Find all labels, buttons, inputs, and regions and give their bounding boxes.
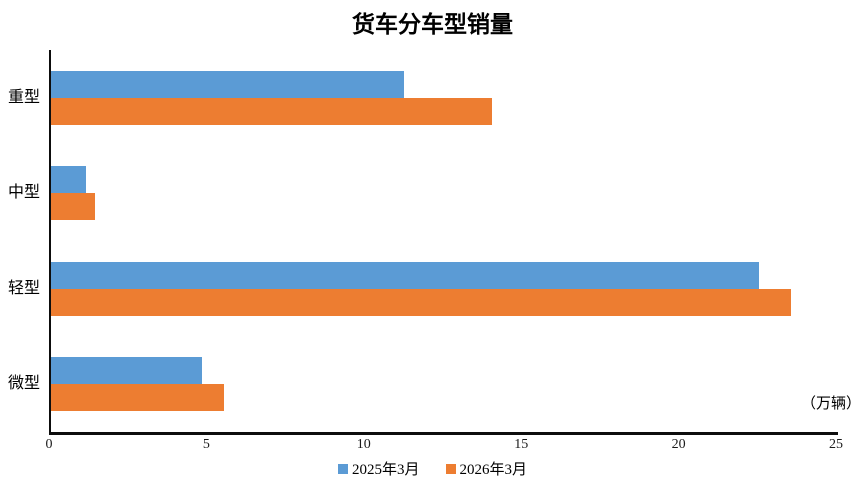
y-axis-label-微型: 微型 <box>7 375 40 393</box>
bar-轻型-2026年3月 <box>51 288 791 316</box>
legend-marker-icon <box>337 463 348 474</box>
y-axis-label-中型: 中型 <box>7 184 40 202</box>
y-axis-label-轻型: 轻型 <box>7 279 40 297</box>
chart-title: 货车分车型销量 <box>352 12 513 37</box>
bar-微型-2025年3月 <box>51 357 203 385</box>
legend-label: 2026年3月 <box>459 462 528 478</box>
plot-area <box>49 50 838 435</box>
x-axis-tick-20: 20 <box>671 437 686 452</box>
bar-中型-2026年3月 <box>51 193 96 221</box>
x-axis-tick-0: 0 <box>45 437 53 452</box>
bar-重型-2026年3月 <box>51 97 492 125</box>
x-axis-tick-25: 25 <box>829 437 843 452</box>
y-axis-label-重型: 重型 <box>7 88 40 106</box>
bar-轻型-2025年3月 <box>51 261 760 289</box>
bar-中型-2025年3月 <box>51 166 86 194</box>
legend-marker-icon <box>445 463 456 474</box>
chart-legend: 2025年3月 2026年3月 <box>0 458 865 479</box>
bar-微型-2026年3月 <box>51 384 225 412</box>
x-axis-tick-10: 10 <box>356 437 371 452</box>
x-axis-tick-15: 15 <box>514 437 529 452</box>
legend-label: 2025年3月 <box>351 462 420 478</box>
legend-item-2025年3月: 2025年3月 <box>337 458 420 479</box>
legend-item-2026年3月: 2026年3月 <box>445 458 528 479</box>
x-axis-tick-5: 5 <box>202 437 210 452</box>
bar-重型-2025年3月 <box>51 70 404 98</box>
axis-unit-label: （万辆） <box>800 396 861 412</box>
